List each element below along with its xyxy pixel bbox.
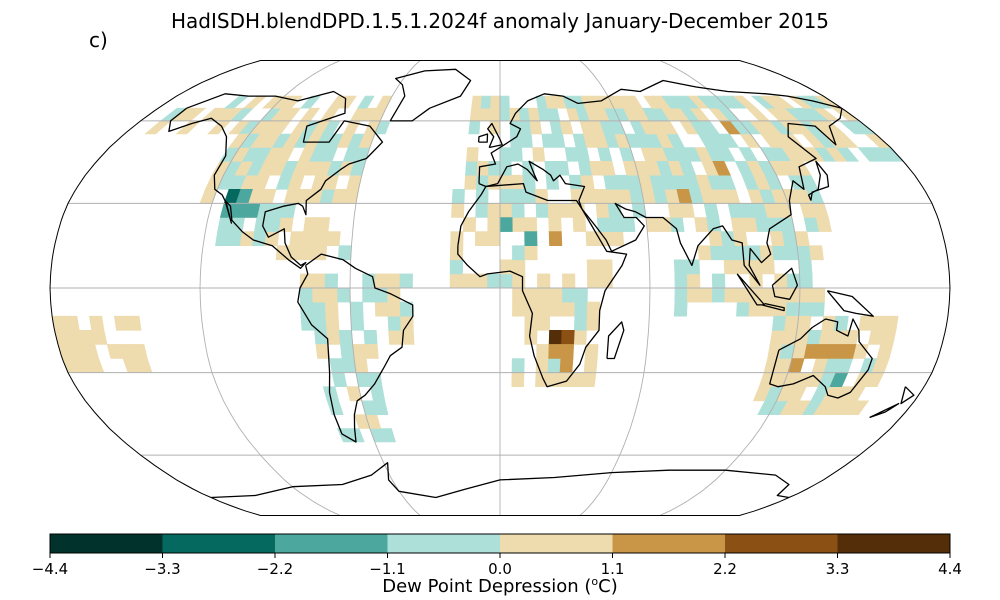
coastline <box>477 133 489 143</box>
coastline <box>606 321 625 360</box>
colorbar-tick-label: 3.3 <box>825 560 850 578</box>
coastline <box>389 68 472 122</box>
colorbar-tick-label: −2.2 <box>256 560 294 578</box>
meridian-line <box>579 60 651 516</box>
grid-cell <box>846 400 870 416</box>
graticule <box>50 60 950 516</box>
colorbar-tick-label: 0.0 <box>488 560 512 578</box>
meridian-line <box>199 60 341 516</box>
coastline <box>869 402 900 419</box>
colorbar-segment <box>837 534 951 553</box>
grid-cell <box>732 95 758 109</box>
grid-cell <box>599 259 613 275</box>
grid-cell <box>790 161 812 176</box>
colorbar-frame <box>49 533 951 554</box>
colorbar-segment <box>162 534 276 553</box>
coastline <box>761 302 785 312</box>
colorbar-title: Dew Point Depression (oC) <box>382 575 618 597</box>
grid-cell <box>840 344 857 359</box>
colorbar-segment <box>275 534 388 553</box>
coastline <box>769 318 873 399</box>
colorbar-segment <box>500 534 613 553</box>
grid-cell <box>364 344 379 359</box>
coastline <box>168 90 384 269</box>
grid-cell <box>809 245 824 261</box>
grid-cell <box>883 315 899 331</box>
colorbar-segment <box>612 534 726 553</box>
coastline <box>771 267 799 300</box>
colorbar-segment <box>725 534 838 553</box>
grid-cell <box>89 315 105 331</box>
coastline <box>736 273 766 306</box>
coastlines <box>168 68 915 499</box>
coastline <box>211 462 790 499</box>
colorbar-tick-label: 1.1 <box>600 560 625 578</box>
meridian-line <box>659 60 801 516</box>
grid-cell <box>338 95 357 109</box>
meridian-line <box>349 60 421 516</box>
coastline <box>457 182 628 388</box>
coastline <box>478 79 843 286</box>
colorbar-tick-label: 4.4 <box>938 560 962 578</box>
grid-cell <box>524 231 538 246</box>
grid-cell <box>131 344 148 359</box>
figure-title: HadISDH.blendDPD.1.5.1.2024f anomaly Jan… <box>170 9 830 33</box>
coastline <box>826 290 874 317</box>
grid-cell <box>548 231 563 246</box>
coastline <box>297 253 414 443</box>
colorbar-tick-label: −3.3 <box>144 560 181 578</box>
grid-cell <box>712 161 731 176</box>
panel-label: c) <box>89 28 108 52</box>
colorbar-tick-label: 2.2 <box>713 560 737 578</box>
coastline <box>487 122 503 149</box>
grid-cell <box>322 386 340 402</box>
grid-cell <box>347 428 365 443</box>
coastline <box>900 386 915 405</box>
grid-cell <box>584 344 599 359</box>
grid-cell <box>380 428 397 443</box>
colorbar-tick-label: −1.1 <box>369 560 406 578</box>
colorbar-segment <box>50 534 163 553</box>
grid-cell <box>686 259 701 275</box>
colorbar-segment <box>387 534 501 553</box>
grid-cell <box>126 315 142 331</box>
globe-outline <box>49 60 951 516</box>
coastline <box>807 160 830 201</box>
colorbar-tick-label: −4.4 <box>31 560 69 578</box>
